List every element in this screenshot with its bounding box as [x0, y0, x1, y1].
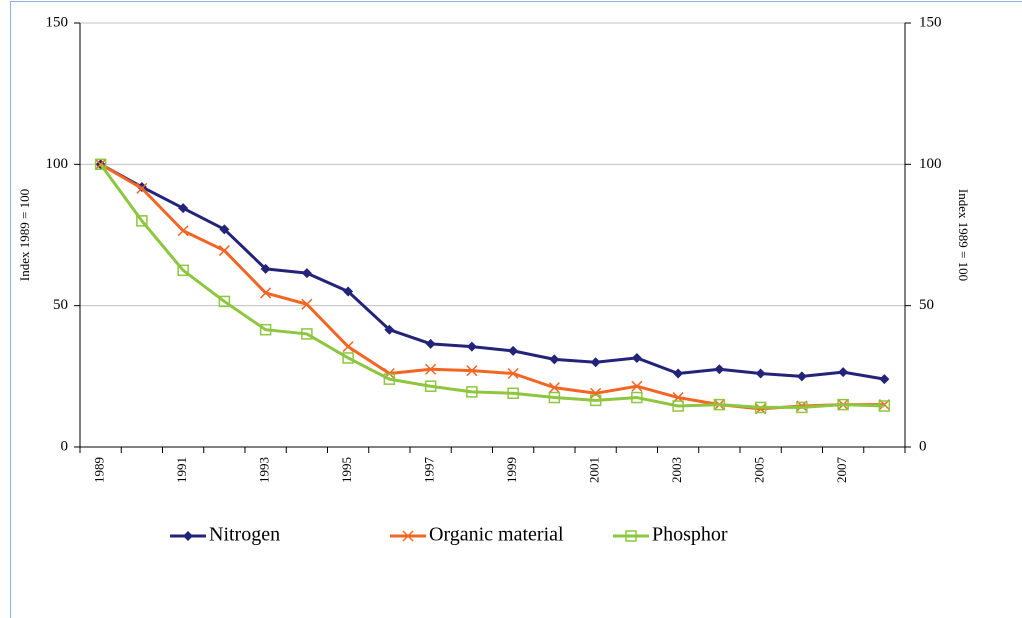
series-line	[99, 163, 885, 381]
data-point	[301, 268, 312, 279]
data-point	[94, 158, 107, 171]
data-point	[507, 367, 519, 380]
y2-tick-label: 50	[919, 297, 934, 313]
data-point	[466, 341, 477, 352]
x-tick-label: 1989	[92, 457, 107, 483]
legend-label: Phosphor	[652, 524, 728, 546]
data-point	[259, 323, 272, 336]
data-point	[218, 295, 231, 308]
y2-tick-label: 150	[919, 14, 942, 30]
data-point	[260, 263, 271, 274]
data-point	[218, 245, 230, 257]
data-point	[631, 380, 643, 392]
data-point	[301, 298, 313, 310]
data-point	[672, 400, 684, 412]
data-point	[425, 338, 436, 349]
data-point	[548, 382, 560, 394]
data-point	[383, 373, 396, 385]
data-point	[466, 365, 478, 377]
data-point	[879, 374, 890, 385]
data-point	[136, 182, 148, 194]
legend-label: Organic material	[429, 524, 564, 546]
data-point	[424, 380, 437, 392]
frame	[10, 1, 1022, 618]
data-point	[631, 352, 642, 363]
data-point	[178, 203, 189, 214]
y-axis-label: Index 1989 = 100	[17, 189, 32, 281]
legend-marker	[402, 530, 414, 542]
data-point	[507, 387, 519, 400]
data-point	[343, 286, 354, 297]
data-point	[590, 357, 601, 368]
y-tick-label: 50	[53, 297, 68, 313]
x-tick-label: 2003	[669, 457, 684, 483]
data-point	[508, 345, 519, 356]
data-point	[878, 400, 891, 412]
data-point	[796, 401, 808, 414]
data-point	[136, 215, 148, 227]
data-point	[548, 391, 561, 404]
data-point	[342, 352, 354, 364]
data-point	[384, 324, 395, 335]
y2-axis-label: Index 1989 = 100	[956, 189, 971, 281]
series-line	[99, 163, 885, 411]
legend-label: Nitrogen	[209, 524, 280, 546]
y-tick-label: 100	[46, 156, 69, 172]
data-point	[796, 371, 807, 382]
data-point	[425, 363, 437, 375]
data-point	[837, 398, 849, 411]
y2-tick-label: 0	[919, 438, 927, 454]
data-point	[755, 368, 766, 379]
data-point	[260, 287, 272, 299]
x-tick-label: 2005	[752, 457, 767, 483]
data-point	[838, 367, 849, 378]
x-tick-label: 1991	[174, 457, 189, 483]
data-point	[177, 264, 189, 277]
data-point	[754, 401, 767, 414]
x-tick-label: 1993	[257, 457, 272, 483]
data-point	[590, 387, 602, 399]
data-point	[342, 341, 354, 353]
data-point	[301, 328, 313, 340]
data-point	[219, 224, 230, 235]
series-line	[99, 163, 885, 409]
data-point	[466, 386, 478, 398]
legend-marker	[183, 531, 193, 541]
y-tick-label: 150	[46, 14, 69, 30]
y2-tick-label: 100	[919, 156, 942, 172]
x-tick-label: 2001	[587, 457, 602, 483]
y-tick-label: 0	[61, 438, 69, 454]
data-point	[714, 364, 725, 375]
x-tick-label: 1999	[504, 457, 519, 483]
x-tick-label: 1995	[339, 457, 354, 483]
x-tick-label: 1997	[422, 457, 437, 484]
data-point	[549, 354, 560, 365]
data-point	[177, 225, 189, 237]
data-point	[673, 368, 684, 379]
data-point	[631, 391, 643, 404]
data-point	[589, 394, 602, 407]
data-point	[713, 398, 726, 411]
x-tick-label: 2007	[834, 457, 849, 484]
legend-marker	[625, 530, 637, 542]
